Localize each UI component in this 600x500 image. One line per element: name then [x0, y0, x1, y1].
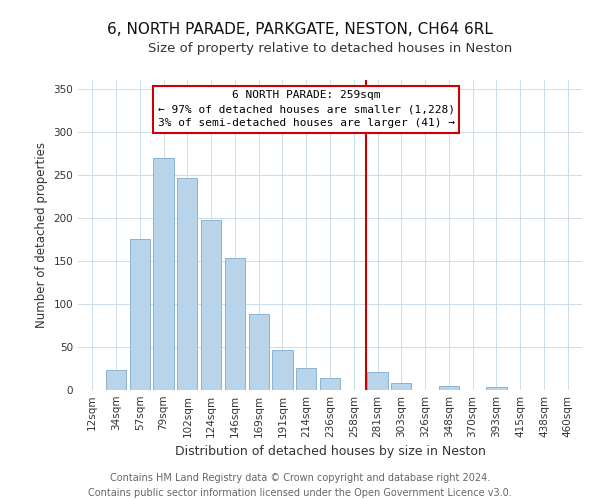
Bar — [391, 383, 412, 390]
Text: 6 NORTH PARADE: 259sqm
← 97% of detached houses are smaller (1,228)
3% of semi-d: 6 NORTH PARADE: 259sqm ← 97% of detached… — [158, 90, 455, 128]
Bar — [106, 370, 126, 390]
Text: 6, NORTH PARADE, PARKGATE, NESTON, CH64 6RL: 6, NORTH PARADE, PARKGATE, NESTON, CH64 … — [107, 22, 493, 38]
X-axis label: Distribution of detached houses by size in Neston: Distribution of detached houses by size … — [175, 446, 485, 458]
Y-axis label: Number of detached properties: Number of detached properties — [35, 142, 48, 328]
Text: Contains HM Land Registry data © Crown copyright and database right 2024.
Contai: Contains HM Land Registry data © Crown c… — [88, 472, 512, 498]
Title: Size of property relative to detached houses in Neston: Size of property relative to detached ho… — [148, 42, 512, 55]
Bar — [487, 386, 506, 390]
Bar — [296, 368, 316, 390]
Bar — [225, 258, 245, 390]
Bar — [201, 220, 221, 390]
Bar — [130, 240, 150, 390]
Bar — [154, 158, 173, 390]
Bar — [367, 372, 388, 390]
Bar — [272, 350, 293, 390]
Bar — [177, 178, 197, 390]
Bar — [248, 314, 269, 390]
Bar — [439, 386, 459, 390]
Bar — [320, 378, 340, 390]
